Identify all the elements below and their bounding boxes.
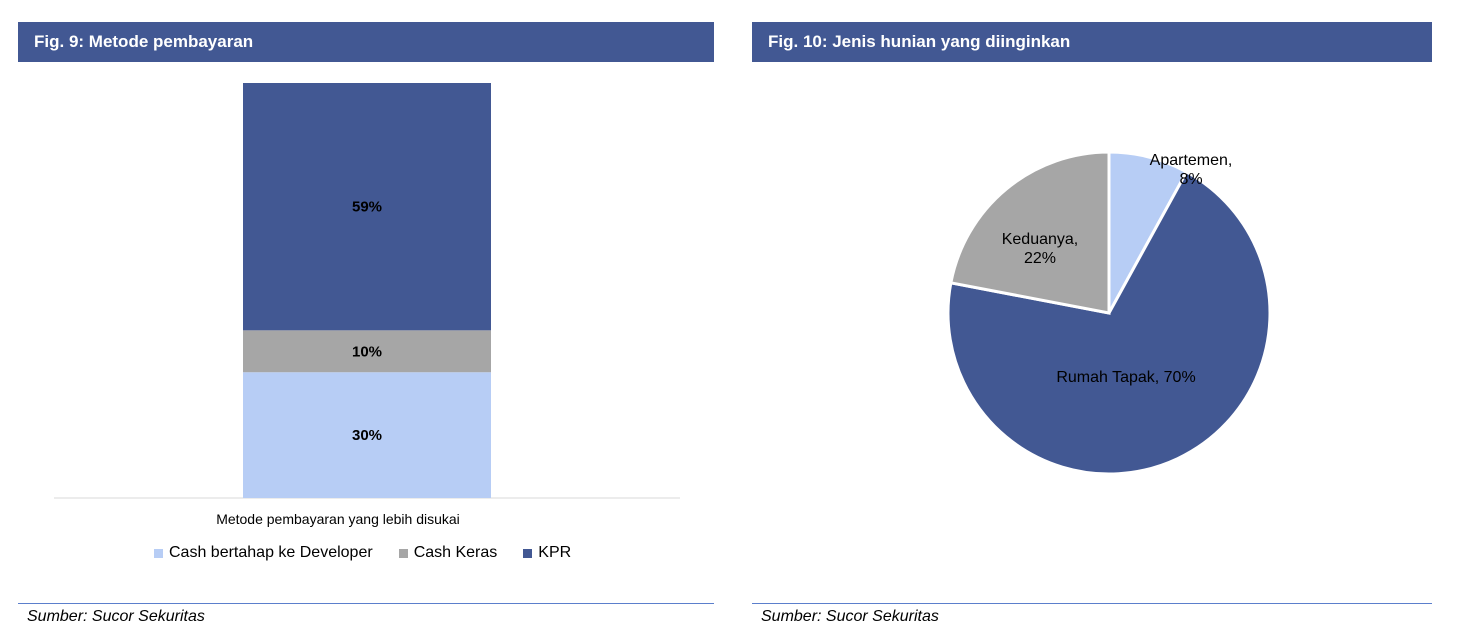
legend-label-kpr: KPR: [538, 544, 572, 561]
figure-10-title-bar: Fig. 10: Jenis hunian yang diinginkan: [752, 22, 1432, 62]
bar-x-axis-label: Metode pembayaran yang lebih disukai: [216, 511, 460, 527]
stacked-bar-chart: 30% 10% 59%: [54, 83, 680, 499]
legend-swatch-cash-keras: [398, 548, 408, 558]
bar-segment-kpr: [243, 83, 491, 331]
figure-9-title-bar: Fig. 9: Metode pembayaran: [18, 22, 714, 62]
pie-slice-rumah-tapak-70: [946, 169, 1272, 476]
figure-10-source: Sumber: Sucor Sekuritas: [761, 608, 939, 625]
pie-label-apartemen-8: Apartemen, 8%: [1150, 152, 1233, 188]
figure-9-source: Sumber: Sucor Sekuritas: [27, 608, 205, 625]
pie-slice-keduanya-22: [949, 150, 1111, 315]
figure-9-title: Fig. 9: Metode pembayaran: [34, 32, 254, 51]
figure-10-title: Fig. 10: Jenis hunian yang diinginkan: [768, 32, 1071, 51]
pie-label-keduanya-22: Keduanya, 22%: [1002, 231, 1079, 267]
bar-segment-cash-keras: [243, 330, 491, 373]
figure-9-source-divider: [18, 603, 714, 604]
pie-label-rumah-tapak-70: Rumah Tapak, 70%: [1056, 369, 1195, 386]
pie-chart: Apartemen, 8% Rumah Tapak, 70% Keduanya, 22%: [946, 150, 1272, 476]
bar-legend: Cash bertahap ke Developer Cash Keras KPR: [154, 544, 571, 562]
figure-10-source-divider: [752, 603, 1432, 604]
legend-label-cash-bertahap-ke-developer: Cash bertahap ke Developer: [169, 544, 373, 561]
bar-data-label-kpr: 59%: [352, 199, 382, 216]
legend-swatch-cash-bertahap-ke-developer: [154, 548, 163, 558]
bar-data-label-cash-bertahap-ke-developer: 30%: [352, 427, 382, 444]
legend-label-cash-keras: Cash Keras: [413, 544, 498, 561]
bar-segment-cash-bertahap-ke-developer: [243, 372, 491, 498]
bar-data-label-cash-keras: 10%: [352, 343, 382, 360]
legend-swatch-kpr: [523, 548, 533, 558]
figure-9-panel: Fig. 9: Metode pembayaran 30% 10% 59% Meto…: [18, 22, 714, 625]
legend-item-kpr: KPR: [523, 544, 571, 562]
figure-10-panel: Fig. 10: Jenis hunian yang diinginkan Ap…: [752, 22, 1432, 625]
legend-item-cash-bertahap-ke-developer: Cash bertahap ke Developer: [154, 544, 373, 562]
legend-item-cash-keras: Cash Keras: [398, 544, 498, 562]
